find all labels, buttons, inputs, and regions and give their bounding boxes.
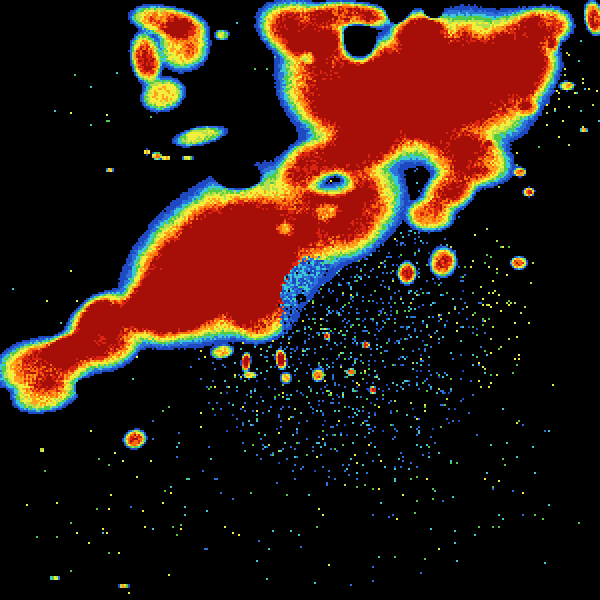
radar-view: weather-radar-reflectivity-image [0, 0, 600, 600]
radar-canvas [0, 0, 600, 600]
